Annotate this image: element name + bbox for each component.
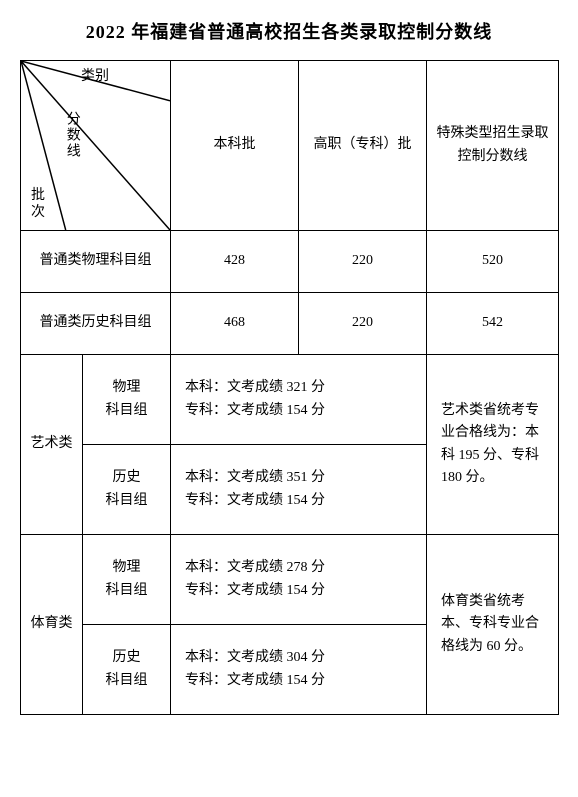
page-title: 2022 年福建省普通高校招生各类录取控制分数线 xyxy=(20,18,558,44)
row-hist-special: 542 xyxy=(427,293,559,355)
header-special: 特殊类型招生录取控制分数线 xyxy=(427,61,559,231)
row-phys-gaozhi: 220 xyxy=(299,231,427,293)
pe-hist-text: 本科：文考成绩 304 分专科：文考成绩 154 分 xyxy=(171,625,427,715)
row-phys-special: 520 xyxy=(427,231,559,293)
row-hist-benke: 468 xyxy=(171,293,299,355)
row-phys-benke: 428 xyxy=(171,231,299,293)
row-hist-label: 普通类历史科目组 xyxy=(21,293,171,355)
pe-phys-label: 物理科目组 xyxy=(83,535,171,625)
diag-label-scoreline: 分数线 xyxy=(63,111,80,159)
art-hist-label: 历史科目组 xyxy=(83,445,171,535)
row-hist-gaozhi: 220 xyxy=(299,293,427,355)
art-phys-label: 物理科目组 xyxy=(83,355,171,445)
diag-label-batch: 批次 xyxy=(31,188,45,222)
art-phys-text: 本科：文考成绩 321 分专科：文考成绩 154 分 xyxy=(171,355,427,445)
pe-phys-text: 本科：文考成绩 278 分专科：文考成绩 154 分 xyxy=(171,535,427,625)
art-category: 艺术类 xyxy=(21,355,83,535)
header-gaozhi: 高职（专科）批 xyxy=(299,61,427,231)
score-table: 类别 分数线 批次 本科批 高职（专科）批 特殊类型招生录取控制分数线 普通类物… xyxy=(20,60,559,715)
pe-category: 体育类 xyxy=(21,535,83,715)
art-hist-text: 本科：文考成绩 351 分专科：文考成绩 154 分 xyxy=(171,445,427,535)
diagonal-header-cell: 类别 分数线 批次 xyxy=(21,61,171,231)
art-note: 艺术类省统考专业合格线为：本科 195 分、专科 180 分。 xyxy=(427,355,559,535)
pe-note: 体育类省统考本、专科专业合格线为 60 分。 xyxy=(427,535,559,715)
header-benke: 本科批 xyxy=(171,61,299,231)
diag-label-category: 类别 xyxy=(81,69,109,86)
row-phys-label: 普通类物理科目组 xyxy=(21,231,171,293)
pe-hist-label: 历史科目组 xyxy=(83,625,171,715)
